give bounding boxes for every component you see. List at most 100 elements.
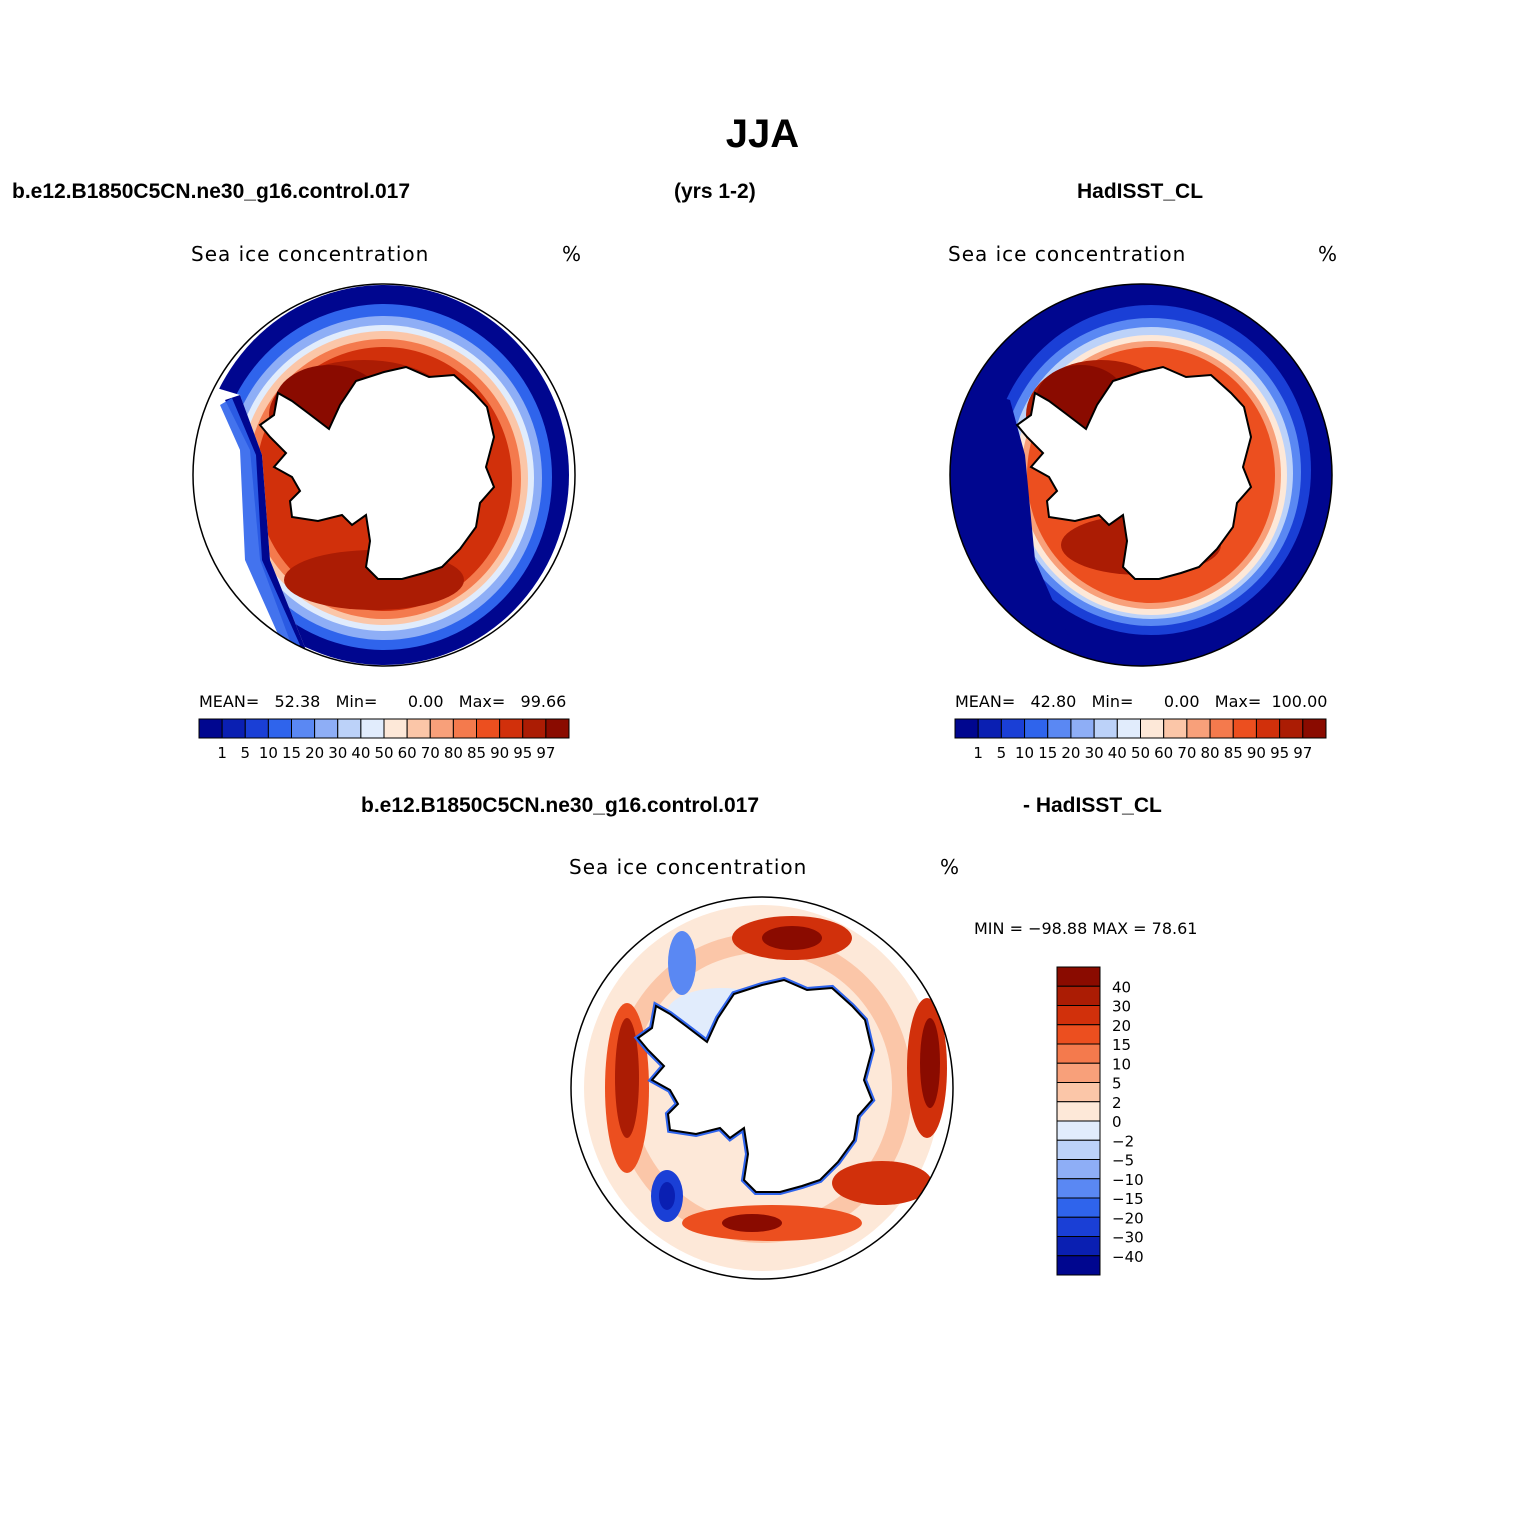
difference-colorbar-swatch (1056, 966, 1101, 987)
difference-colorbar-swatch (1056, 1197, 1101, 1218)
difference-colorbar-swatch (1056, 1043, 1101, 1064)
model-colorbar-swatch (545, 718, 570, 739)
obs-colorbar-tick-label: 1 (973, 744, 983, 762)
model-colorbar-swatch (221, 718, 246, 739)
obs-colorbar: 1 5 10 15 20 30 40 50 60 70 80 85 90 95 97 (954, 718, 1327, 762)
obs-colorbar-tick-label: 20 (1061, 744, 1080, 762)
model-max-label: Max= (458, 692, 506, 711)
obs-colorbar-tick-label: 15 (1038, 744, 1057, 762)
diff-obs-name: - HadISST_CL (1023, 794, 1162, 817)
model-colorbar-tick-label: 5 (240, 744, 250, 762)
model-colorbar-swatch (476, 718, 501, 739)
model-colorbar-swatch (244, 718, 269, 739)
obs-colorbar-swatch (954, 718, 979, 739)
obs-colorbar-swatch (1186, 718, 1211, 739)
difference-colorbar-swatch (1056, 1178, 1101, 1199)
model-colorbar-swatch (452, 718, 477, 739)
difference-map (570, 896, 954, 1280)
model-colorbar-swatch (383, 718, 408, 739)
model-min-label: Min= (335, 692, 378, 711)
model-colorbar-swatch (291, 718, 316, 739)
obs-colorbar-swatch (1070, 718, 1095, 739)
model-colorbar-tick-label: 70 (421, 744, 440, 762)
obs-colorbar-tick-label: 85 (1224, 744, 1243, 762)
model-mean-label: MEAN= (199, 692, 260, 711)
obs-panel-units: % (1318, 242, 1339, 266)
obs-colorbar-tick-label: 40 (1108, 744, 1127, 762)
model-case-name: b.e12.B1850C5CN.ne30_g16.control.017 (12, 180, 411, 203)
difference-colorbar-tick-label: −40 (1112, 1248, 1144, 1266)
diff-minmax: MIN = −98.88 MAX = 78.61 (974, 919, 1198, 938)
diff-panel-units: % (940, 855, 961, 879)
obs-colorbar-swatch (1302, 718, 1327, 739)
obs-colorbar-tick-label: 50 (1131, 744, 1150, 762)
model-stats: MEAN= 52.38 Min= 0.00 Max= 99.66 (199, 692, 566, 711)
obs-colorbar-swatch (1279, 718, 1304, 739)
difference-colorbar-swatch (1056, 1082, 1101, 1103)
obs-max-label: Max= (1214, 692, 1262, 711)
difference-colorbar-swatch (1056, 1024, 1101, 1045)
obs-colorbar-swatch (1140, 718, 1165, 739)
model-colorbar-swatch (499, 718, 524, 739)
difference-colorbar-swatch (1056, 1101, 1101, 1122)
model-colorbar-tick-label: 97 (536, 744, 555, 762)
obs-mean-label: MEAN= (955, 692, 1016, 711)
model-colorbar-tick-label: 85 (467, 744, 486, 762)
obs-colorbar-swatch (977, 718, 1002, 739)
model-colorbar-swatch (314, 718, 339, 739)
obs-map (949, 283, 1333, 667)
obs-colorbar-swatch (1232, 718, 1257, 739)
years-label: (yrs 1-2) (674, 180, 756, 203)
diff-panel-label: Sea ice concentration (569, 855, 808, 879)
model-panel-units: % (562, 242, 583, 266)
obs-colorbar-tick-label: 60 (1154, 744, 1173, 762)
diff-case-name: b.e12.B1850C5CN.ne30_g16.control.017 (361, 794, 760, 817)
difference-colorbar-tick-label: −10 (1112, 1171, 1144, 1189)
model-map (192, 283, 576, 667)
model-colorbar-tick-label: 20 (305, 744, 324, 762)
difference-colorbar-tick-label: 10 (1112, 1055, 1131, 1073)
model-colorbar-tick-label: 30 (328, 744, 347, 762)
difference-colorbar-swatch (1056, 1120, 1101, 1141)
obs-stats: MEAN= 42.80 Min= 0.00 Max= 100.00 (955, 692, 1327, 711)
obs-colorbar-tick-label: 95 (1270, 744, 1289, 762)
model-colorbar-swatch (198, 718, 223, 739)
figure-title: JJA (725, 112, 800, 156)
model-colorbar-swatch (267, 718, 292, 739)
obs-colorbar-tick-label: 10 (1015, 744, 1034, 762)
model-colorbar-swatch (406, 718, 431, 739)
obs-colorbar-swatch (1163, 718, 1188, 739)
difference-colorbar-tick-label: 30 (1112, 998, 1131, 1016)
difference-colorbar-swatch (1056, 1062, 1101, 1083)
obs-colorbar-tick-label: 5 (997, 744, 1007, 762)
difference-colorbar-tick-label: 15 (1112, 1036, 1131, 1054)
obs-colorbar-swatch (1024, 718, 1049, 739)
difference-colorbar-tick-label: 0 (1112, 1113, 1122, 1131)
model-colorbar-tick-label: 90 (490, 744, 509, 762)
obs-min-value: 0.00 (1163, 692, 1200, 711)
model-colorbar-tick-label: 60 (398, 744, 417, 762)
obs-max-value: 100.00 (1271, 692, 1328, 711)
obs-min-label: Min= (1091, 692, 1134, 711)
model-colorbar-tick-label: 95 (513, 744, 532, 762)
difference-colorbar-tick-label: −15 (1112, 1190, 1144, 1208)
model-colorbar-tick-label: 40 (351, 744, 370, 762)
model-mean-value: 52.38 (274, 692, 321, 711)
model-colorbar-swatch (522, 718, 547, 739)
model-colorbar-swatch (337, 718, 362, 739)
model-min-value: 0.00 (407, 692, 444, 711)
obs-colorbar-swatch (1209, 718, 1234, 739)
obs-mean-value: 42.80 (1030, 692, 1077, 711)
difference-colorbar-tick-label: 5 (1112, 1075, 1122, 1093)
difference-colorbar-swatch (1056, 1159, 1101, 1180)
model-colorbar-tick-label: 1 (217, 744, 227, 762)
difference-colorbar-swatch (1056, 1139, 1101, 1160)
difference-colorbar-swatch (1056, 1255, 1101, 1276)
obs-case-name: HadISST_CL (1077, 180, 1204, 203)
difference-colorbar-tick-label: 2 (1112, 1094, 1122, 1112)
obs-colorbar-swatch (1116, 718, 1141, 739)
model-max-value: 99.66 (520, 692, 567, 711)
model-colorbar-swatch (360, 718, 385, 739)
obs-colorbar-swatch (1047, 718, 1072, 739)
